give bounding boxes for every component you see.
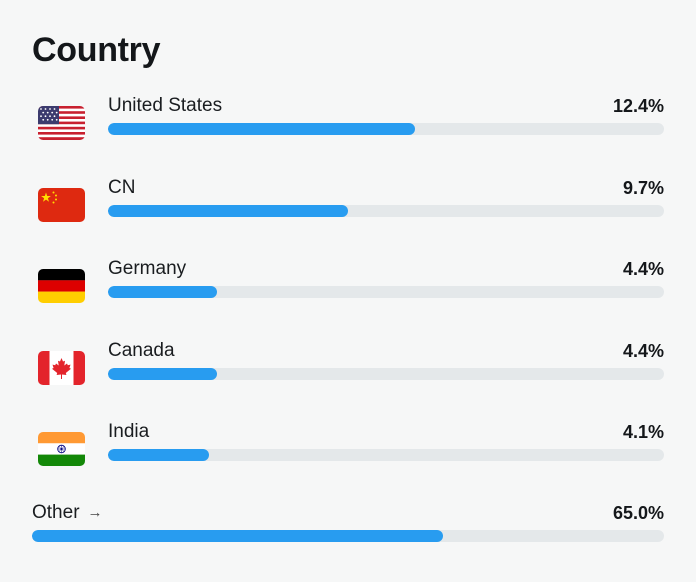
country-row-cn: CN 9.7% [0,177,696,237]
india-flag-icon [38,432,85,466]
canada-flag-icon [38,351,85,385]
country-percent: 4.1% [622,422,664,442]
country-progress-fill [108,205,348,217]
china-flag-icon [38,188,85,222]
country-progress-fill [108,449,210,461]
other-link[interactable]: Other → [32,502,103,524]
country-progress-fill [108,286,217,298]
country-percent: 12.4% [612,96,664,116]
country-progress-track [108,449,664,461]
country-name: CN [108,177,136,198]
country-percent: 4.4% [622,341,664,361]
germany-flag-icon [38,269,85,303]
other-progress-track [32,530,664,542]
country-progress-track [108,205,664,217]
country-progress-track [108,368,664,380]
other-progress-fill [32,530,443,542]
other-percent: 65.0% [612,503,664,523]
country-row-germany: Germany 4.4% [0,258,696,318]
country-row-united-states: United States 12.4% [0,95,696,155]
us-flag-icon [38,106,85,140]
country-row-canada: Canada 4.4% [0,340,696,400]
country-name: Germany [108,258,187,279]
country-percent: 4.4% [622,259,664,279]
arrow-right-icon: → [87,504,103,521]
country-name: United States [108,95,223,116]
country-progress-fill [108,368,217,380]
country-name: India [108,421,150,442]
country-name: Canada [108,340,175,361]
country-percent: 9.7% [622,178,664,198]
country-progress-track [108,123,664,135]
other-row: Other → 65.0% [0,502,696,562]
other-label: Other [32,502,80,523]
country-progress-track [108,286,664,298]
country-progress-fill [108,123,415,135]
country-row-india: India 4.1% [0,421,696,481]
card-title: Country [32,31,161,69]
